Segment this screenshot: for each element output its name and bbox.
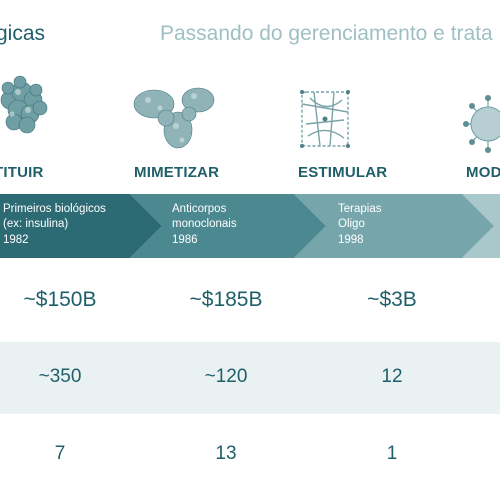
arrow-segment-mimetizar: [130, 194, 326, 258]
header-left-title: gicas: [0, 22, 46, 45]
protein-molecule-icon: [0, 75, 48, 134]
oligo-strand-icon: [300, 90, 350, 148]
virus-particle-icon: [463, 95, 500, 153]
arrow-line2: Oligo: [338, 218, 365, 230]
arrow-segment-modular: [462, 194, 500, 258]
stage-label-estimular: ESTIMULAR: [298, 164, 388, 181]
arrow-line1: Anticorpos: [172, 203, 227, 215]
arrow-text-mimetizar: Anticorpos monoclonais 1986: [172, 202, 237, 248]
header-right-title: Passando do gerenciamento e trata: [160, 22, 493, 45]
stage-label-mimetizar: MIMETIZAR: [134, 164, 220, 181]
arrow-line1: Terapias: [338, 203, 382, 215]
value-row3-estimular: 1: [386, 443, 398, 464]
value-row3-substituir: 7: [54, 443, 66, 464]
arrow-year: 1982: [3, 234, 29, 246]
value-row1-estimular: ~$3B: [367, 288, 417, 311]
stage-label-substituir: TITUIR: [0, 164, 44, 181]
value-row1-substituir: ~$150B: [23, 288, 97, 311]
arrow-line1: Primeiros biológicos: [3, 203, 106, 215]
antibody-icon: [133, 87, 215, 149]
value-row2-estimular: 12: [381, 366, 403, 387]
arrow-text-substituir: Primeiros biológicos (ex: insulina) 1982: [3, 202, 106, 248]
value-row2-substituir: ~350: [38, 366, 82, 387]
arrow-line2: monoclonais: [172, 218, 237, 230]
arrow-year: 1986: [172, 234, 198, 246]
arrow-year: 1998: [338, 234, 364, 246]
arrow-segment-estimular: [294, 194, 494, 258]
value-row2-mimetizar: ~120: [204, 366, 248, 387]
value-row3-mimetizar: 13: [215, 443, 237, 464]
stage-label-modular: MOD: [466, 164, 500, 181]
arrow-line2: (ex: insulina): [3, 218, 69, 230]
arrow-segment-substituir: [0, 194, 162, 258]
timeline-arrows: [0, 194, 500, 258]
arrow-text-estimular: Terapias Oligo 1998: [338, 202, 381, 248]
value-row1-mimetizar: ~$185B: [189, 288, 263, 311]
row-band-shaded: [0, 342, 500, 414]
